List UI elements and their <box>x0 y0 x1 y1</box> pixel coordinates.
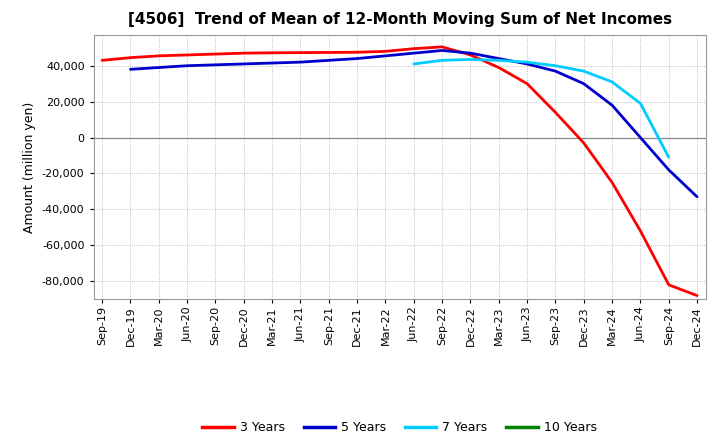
Y-axis label: Amount (million yen): Amount (million yen) <box>23 102 37 233</box>
Legend: 3 Years, 5 Years, 7 Years, 10 Years: 3 Years, 5 Years, 7 Years, 10 Years <box>197 416 602 439</box>
Title: [4506]  Trend of Mean of 12-Month Moving Sum of Net Incomes: [4506] Trend of Mean of 12-Month Moving … <box>127 12 672 27</box>
